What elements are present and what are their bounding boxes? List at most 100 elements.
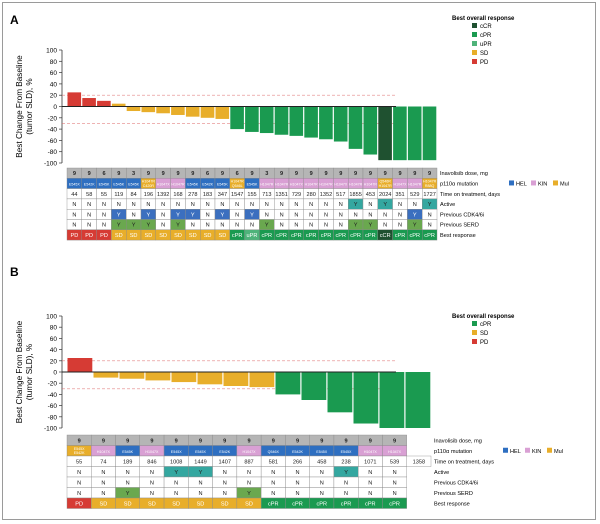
table-cell-text: 529 (410, 192, 419, 198)
table-cell-text: N (309, 212, 313, 218)
table-cell-text: N (280, 202, 284, 208)
legend-label: cPR (480, 322, 492, 328)
table-cell-text: 1392 (157, 192, 169, 198)
table-cell-text: 58 (86, 192, 92, 198)
table-cell-text: 887 (244, 459, 253, 465)
table-cell-text: N (206, 212, 210, 218)
table-cell-text: PD (71, 233, 79, 239)
table-cell-text: 846 (147, 459, 156, 465)
bar (353, 372, 379, 424)
table-cell-text: SD (130, 233, 138, 239)
y-tick-label: 20 (50, 93, 58, 100)
table-cell-text: N (296, 491, 300, 497)
y-tick-label: -80 (48, 149, 58, 156)
table-cell-text: H1047X (290, 182, 304, 186)
table-cell-text: Y (117, 223, 121, 229)
table-cell-text: 238 (341, 459, 350, 465)
table-cell-text: N (393, 491, 397, 497)
table-cell-text: 9 (117, 171, 120, 177)
y-axis-label: Best Change From Baseline (15, 55, 24, 158)
table-cell-text: Y (147, 223, 151, 229)
table-cell-text: SD (115, 233, 123, 239)
table-cell-text: N (87, 202, 91, 208)
row-label: Active (440, 202, 455, 208)
table-cell-text: E545X (341, 450, 352, 454)
table-cell-text: N (368, 480, 372, 486)
table-cell-text: SD (221, 501, 229, 507)
table-cell-text: N (324, 202, 328, 208)
bar (363, 106, 378, 155)
table-cell-text: H1047X (97, 450, 111, 454)
table-cell-text: 183 (203, 192, 212, 198)
table-cell-text: N (265, 202, 269, 208)
table-cell-text: H1047R (319, 182, 333, 186)
y-axis-label: (tumor SLD), % (25, 78, 34, 134)
table-cell-text: N (383, 223, 387, 229)
table-cell-text: N (265, 212, 269, 218)
table-cell-text: N (294, 223, 298, 229)
table-cell-text: 1547 (231, 192, 243, 198)
legend-label: cPR (480, 33, 492, 39)
table-cell-text: N (176, 202, 180, 208)
table-cell-text: N (174, 480, 178, 486)
table-cell-text: H1047X (157, 182, 171, 186)
table-cell-text: N (271, 470, 275, 476)
table-cell-text: N (72, 202, 76, 208)
panel-letter: B (10, 265, 19, 279)
table-cell-text: PD (85, 233, 93, 239)
table-cell-text: E542K (202, 182, 213, 186)
table-cell-text: N (206, 223, 210, 229)
table-cell-text: cPR (350, 233, 361, 239)
table-cell-text: N (161, 202, 165, 208)
y-tick-label: 60 (50, 70, 58, 77)
table-cell-text: 9 (393, 438, 396, 444)
table-cell-text: N (102, 212, 106, 218)
table-cell-text: Y (126, 491, 130, 497)
row-label: Best response (440, 233, 476, 239)
table-cell-text: 581 (269, 459, 278, 465)
table-cell-text: 458 (317, 459, 326, 465)
table-cell-text: N (296, 480, 300, 486)
table-cell-text: N (223, 491, 227, 497)
table-cell-text: 347 (218, 192, 227, 198)
table-cell-text: 1407 (219, 459, 231, 465)
table-cell-text: cPR (410, 233, 421, 239)
table-cell-text: N (368, 202, 372, 208)
row-label: p110α mutation (440, 181, 478, 187)
table-cell-text: N (309, 223, 313, 229)
bar (119, 372, 145, 379)
table-cell-text: N (198, 491, 202, 497)
table-cell-text: N (102, 223, 106, 229)
table-cell-text: N (398, 202, 402, 208)
table-cell-text: N (280, 212, 284, 218)
table-cell-text: cPR (317, 501, 328, 507)
mutation-legend-swatch (531, 180, 536, 186)
table-cell-text: Y (199, 470, 203, 476)
bar (141, 106, 156, 113)
table-cell-text: 119 (114, 192, 123, 198)
table-cell-text: Y (176, 223, 180, 229)
table-cell-text: E545X (171, 450, 182, 454)
y-tick-label: -100 (44, 426, 57, 433)
row-label: Best response (434, 501, 470, 507)
table-cell-text: 9 (247, 438, 250, 444)
table-cell-text: C420R (143, 184, 155, 188)
table-cell-text: E545X (195, 450, 206, 454)
bar (393, 106, 407, 161)
table-cell-text: cPR (424, 233, 435, 239)
table-cell-text: N (150, 470, 154, 476)
table-cell-text: N (398, 212, 402, 218)
table-cell-text: 168 (173, 192, 182, 198)
table-cell-text: N (150, 491, 154, 497)
table-cell-text: N (368, 212, 372, 218)
table-cell-text: cPR (276, 233, 287, 239)
table-cell-text: 9 (221, 171, 224, 177)
table-cell-text: N (271, 480, 275, 486)
bar (82, 98, 96, 107)
table-cell (382, 497, 407, 509)
table-cell-text: cCR (380, 233, 391, 239)
table-cell-text: Y (265, 223, 269, 229)
legend-title: Best overall response (452, 314, 515, 320)
table-cell-text: N (87, 212, 91, 218)
table-cell-text: 1351 (275, 192, 287, 198)
